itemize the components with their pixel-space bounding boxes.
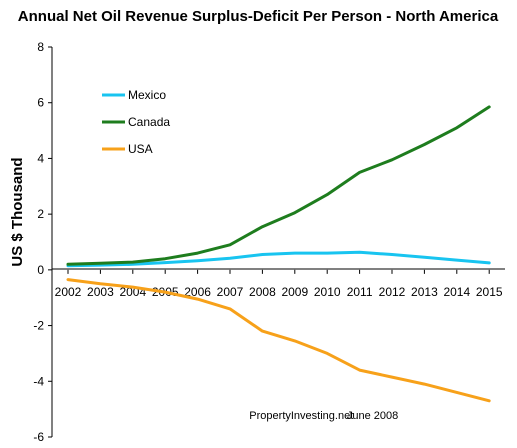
- x-tick-label: 2014: [443, 285, 470, 299]
- data-point-mexico: [326, 251, 329, 255]
- data-point-usa: [455, 391, 458, 394]
- data-point-usa: [423, 382, 426, 386]
- data-point-mexico: [455, 258, 458, 262]
- x-tick-label: 2009: [281, 285, 308, 299]
- data-point-canada: [390, 158, 394, 162]
- data-point-canada: [99, 261, 102, 265]
- y-tick-label: -6: [33, 430, 44, 444]
- data-point-usa: [488, 399, 491, 402]
- data-point-usa: [261, 329, 264, 333]
- data-point-canada: [326, 193, 329, 196]
- x-tick-label: 2002: [55, 285, 82, 299]
- data-point-canada: [423, 143, 426, 146]
- y-tick-label: 8: [37, 40, 44, 54]
- chart-title: Annual Net Oil Revenue Surplus-Deficit P…: [18, 8, 499, 25]
- data-point-mexico: [196, 259, 199, 262]
- data-point-canada: [488, 105, 491, 109]
- series-line-usa: [66, 278, 491, 403]
- series-lines: [66, 105, 491, 403]
- data-point-mexico: [488, 261, 491, 265]
- data-point-usa: [390, 375, 394, 379]
- data-point-mexico: [390, 253, 394, 256]
- data-point-mexico: [228, 256, 232, 260]
- x-tick-label: 2012: [379, 285, 406, 299]
- data-point-canada: [131, 260, 134, 264]
- data-point-mexico: [131, 263, 134, 266]
- data-point-mexico: [164, 261, 167, 264]
- series-line-canada: [66, 105, 491, 266]
- legend-label-mexico: Mexico: [128, 88, 166, 102]
- x-tick-label: 2008: [249, 285, 276, 299]
- data-point-usa: [164, 290, 167, 294]
- x-tick-label: 2003: [87, 285, 114, 299]
- data-point-usa: [326, 352, 329, 355]
- annotation-text: June 2008: [347, 410, 398, 422]
- data-point-usa: [66, 278, 70, 281]
- x-ticks: 2002 2003 2004 2005 2006 2007 2008 2009 2010 2011…: [55, 269, 503, 299]
- y-tick-label: 4: [37, 151, 44, 165]
- x-tick-label: 2010: [314, 285, 341, 299]
- legend: Mexico Canada USA: [102, 88, 170, 156]
- data-point-mexico: [261, 253, 264, 256]
- data-point-usa: [228, 307, 232, 311]
- x-tick-label: 2006: [184, 285, 211, 299]
- data-point-canada: [228, 243, 232, 246]
- y-tick-label: 2: [37, 207, 44, 221]
- x-tick-label: 2013: [411, 285, 438, 299]
- y-tick-label: 0: [37, 263, 44, 277]
- data-point-mexico: [358, 251, 361, 254]
- y-tick-label: 6: [37, 96, 44, 110]
- data-point-canada: [293, 211, 296, 214]
- annotation-text: PropertyInvesting.net: [249, 410, 353, 422]
- x-tick-label: 2007: [217, 285, 244, 299]
- data-point-canada: [66, 263, 70, 266]
- data-point-usa: [358, 368, 361, 372]
- legend-label-usa: USA: [128, 142, 153, 156]
- x-tick-label: 2015: [476, 285, 503, 299]
- y-tick-label: -4: [33, 374, 44, 388]
- data-point-canada: [196, 251, 199, 255]
- series-line-mexico: [66, 250, 491, 268]
- data-point-mexico: [423, 256, 426, 259]
- y-tick-label: -2: [33, 319, 44, 333]
- data-point-usa: [196, 297, 199, 301]
- x-tick-label: 2011: [347, 285, 373, 299]
- data-point-usa: [293, 339, 296, 343]
- data-point-canada: [455, 126, 458, 129]
- data-point-canada: [358, 171, 361, 174]
- data-point-canada: [164, 257, 167, 260]
- y-ticks: -6 -4 -2 0 2 4 6 8: [33, 40, 52, 444]
- data-point-usa: [131, 285, 134, 289]
- data-point-mexico: [293, 251, 296, 255]
- y-axis-label: US $ Thousand: [9, 157, 26, 266]
- legend-label-canada: Canada: [128, 115, 170, 129]
- data-point-canada: [261, 225, 264, 228]
- data-point-usa: [99, 282, 102, 285]
